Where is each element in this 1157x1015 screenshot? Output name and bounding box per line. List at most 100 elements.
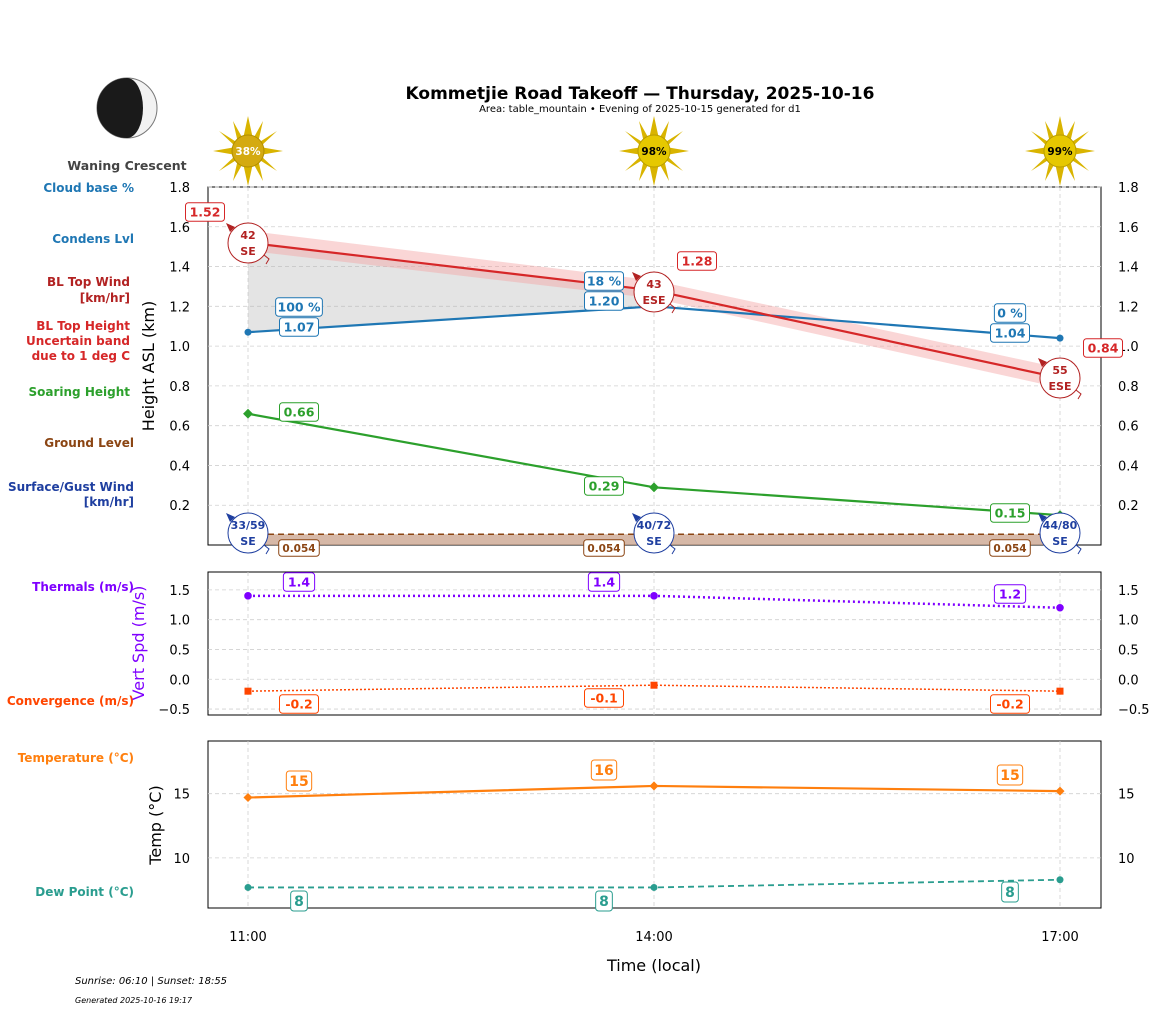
- side-label-cloud-base: Cloud base %: [43, 181, 134, 195]
- dew-point-point: [1056, 876, 1064, 884]
- surface-wind-barb: [263, 544, 270, 555]
- y-tick-label-right: 0.4: [1118, 459, 1139, 474]
- data-label-box: [278, 539, 320, 557]
- soaring-point: [649, 482, 659, 493]
- surface-wind-direction: SE: [1052, 535, 1067, 548]
- dew-point-point: [244, 883, 252, 891]
- y-tick-label-right: 15: [1118, 788, 1135, 803]
- data-label: 0 %: [997, 306, 1023, 321]
- bl-wind-barb: [669, 303, 676, 314]
- bl-wind-speed: 55: [1052, 364, 1067, 377]
- y-tick-label: −0.5: [158, 703, 190, 718]
- data-label: 0.054: [282, 543, 315, 555]
- data-label-box: [990, 323, 1030, 343]
- y-tick-label: 0.0: [169, 673, 190, 688]
- surface-wind-direction: SE: [240, 535, 255, 548]
- side-label-convergence: Convergence (m/s): [7, 694, 134, 708]
- bl-wind-circle: [227, 222, 269, 264]
- data-label-box: [279, 694, 319, 714]
- data-label-box: [989, 539, 1031, 557]
- page-title: Kommetjie Road Takeoff — Thursday, 2025-…: [406, 84, 875, 104]
- data-label: 0.84: [1088, 341, 1119, 356]
- y-tick-label-right: 0.6: [1118, 420, 1139, 435]
- height-axis-title: Height ASL (km): [139, 301, 158, 431]
- data-label: -0.2: [996, 697, 1023, 712]
- y-tick-label-right: 0.2: [1118, 499, 1139, 514]
- generated-timestamp: Generated 2025-10-16 19:17: [75, 996, 193, 1005]
- data-label: 0.054: [587, 543, 620, 555]
- surface-wind-speed: 33/59: [231, 519, 266, 532]
- data-label: -0.2: [285, 697, 312, 712]
- bl-wind-arrow: [226, 223, 235, 232]
- data-label: 1.2: [999, 587, 1021, 602]
- data-label: 1.4: [288, 575, 310, 590]
- thermals-point: [244, 592, 252, 600]
- data-label-box: [1001, 881, 1019, 903]
- data-label-box: [990, 694, 1030, 714]
- y-tick-label: 10: [173, 852, 190, 867]
- bl-wind-circle: [1039, 357, 1081, 399]
- data-label-box: [990, 503, 1030, 523]
- data-label-box: [185, 202, 225, 222]
- y-tick-label-right: 10: [1118, 852, 1135, 867]
- sun-badge-3: 99%: [1047, 146, 1073, 158]
- surface-wind-barb: [669, 544, 676, 555]
- data-label-box: [996, 764, 1024, 786]
- side-label-bl-band-note: due to 1 deg C: [32, 349, 131, 363]
- y-tick-label: 1.0: [169, 614, 190, 629]
- y-tick-label-right: 1.2: [1118, 300, 1139, 315]
- data-label-box: [279, 317, 319, 337]
- thermals-point: [650, 592, 658, 600]
- data-label: 8: [294, 894, 304, 910]
- condensation-point: [244, 328, 252, 336]
- surface-wind-speed: 40/72: [637, 519, 672, 532]
- data-label-box: [993, 584, 1027, 604]
- side-label-thermals: Thermals (m/s): [32, 580, 134, 594]
- sun-icon: [619, 116, 689, 186]
- surface-wind-arrow: [226, 513, 235, 522]
- y-tick-label: 1.0: [169, 340, 190, 355]
- bl-wind-arrow: [1038, 358, 1047, 367]
- data-label: 1.28: [682, 254, 713, 269]
- y-tick-label-right: 1.0: [1118, 614, 1139, 629]
- data-label: 1.07: [284, 320, 315, 335]
- data-label-box: [584, 291, 624, 311]
- sun-badge-2: 98%: [641, 146, 667, 158]
- y-tick-label: 0.2: [169, 499, 190, 514]
- soaring-point: [243, 408, 253, 419]
- data-label-box: [584, 476, 624, 496]
- data-label: -0.1: [590, 691, 617, 706]
- vertical-speed-axis-title: Vert Spd (m/s): [129, 586, 148, 701]
- bl-wind-barb: [1075, 389, 1082, 400]
- y-tick-label-right: −0.5: [1118, 703, 1150, 718]
- data-label-box: [993, 303, 1027, 323]
- condensation-point: [1056, 334, 1064, 342]
- data-label-box: [285, 770, 313, 792]
- data-label: 100 %: [278, 300, 321, 315]
- data-label-box: [584, 688, 624, 708]
- y-tick-label: 1.5: [169, 584, 190, 599]
- side-label-bl-wind: BL Top Wind: [47, 275, 130, 289]
- y-tick-label: 1.2: [169, 300, 190, 315]
- data-label-box: [677, 251, 717, 271]
- data-label-box: [275, 297, 323, 317]
- page-subtitle: Area: table_mountain • Evening of 2025-1…: [479, 104, 801, 115]
- temperature-point: [243, 792, 253, 803]
- y-tick-label-right: 1.6: [1118, 221, 1139, 236]
- side-label-ground: Ground Level: [44, 436, 134, 450]
- moon-phase-label: Waning Crescent: [67, 158, 186, 173]
- bl-wind-circle: [633, 271, 675, 313]
- y-tick-label: 0.4: [169, 459, 190, 474]
- data-label: 1.04: [995, 326, 1026, 341]
- y-tick-label-right: 1.5: [1118, 584, 1139, 599]
- data-label-box: [290, 890, 308, 912]
- data-label: 18 %: [587, 274, 622, 289]
- surface-wind-circle: [633, 512, 675, 554]
- y-tick-label-right: 1.4: [1118, 261, 1139, 276]
- bl-wind-barb: [263, 254, 270, 265]
- bl-wind-speed: 43: [646, 278, 661, 291]
- data-label: 15: [1000, 768, 1019, 784]
- sun-icon: [1025, 116, 1095, 186]
- y-tick-label: 15: [173, 788, 190, 803]
